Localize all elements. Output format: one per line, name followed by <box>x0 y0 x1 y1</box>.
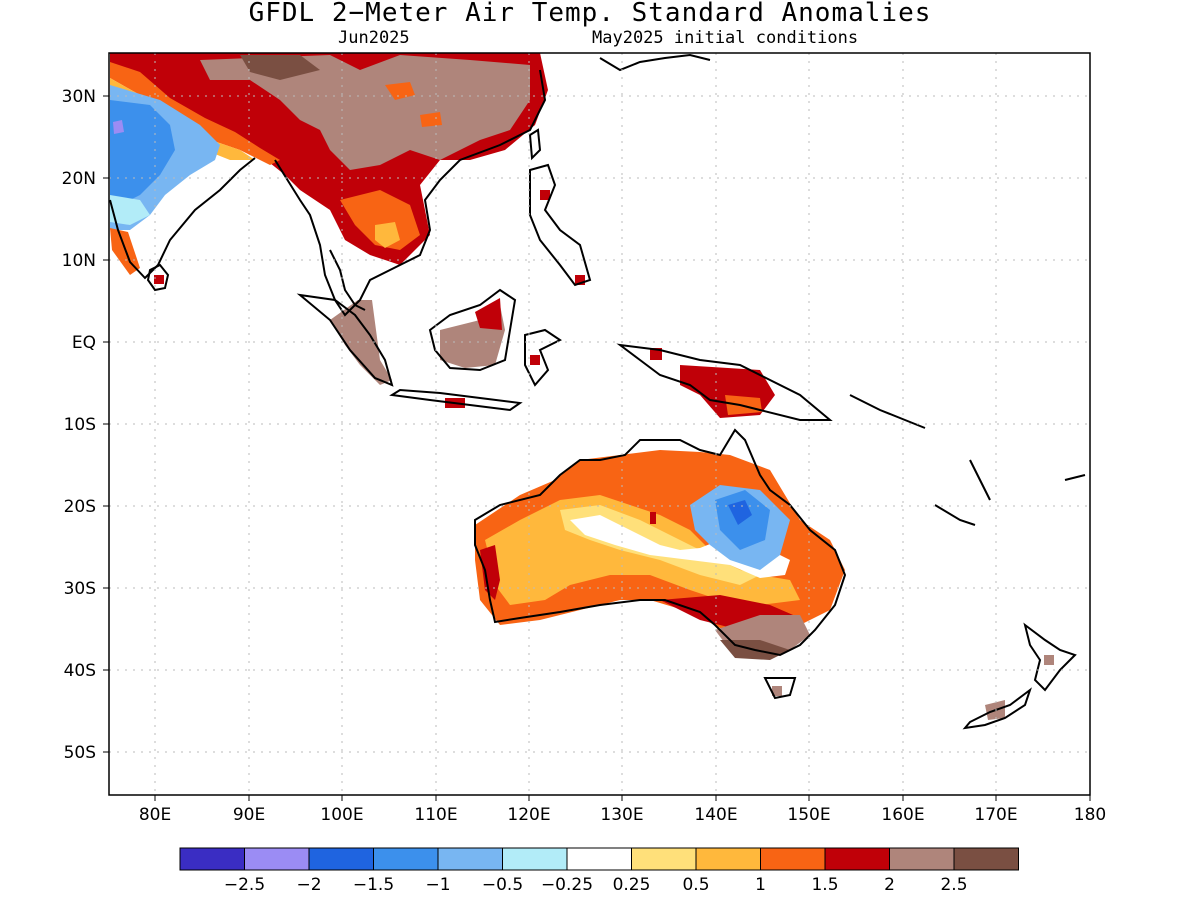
colorbar-label: 0.5 <box>682 875 709 895</box>
australia-north-red <box>650 512 656 524</box>
nz-brown2 <box>1044 655 1054 665</box>
taiwan-coastline <box>528 128 542 161</box>
asia-orange-spot2 <box>420 112 442 127</box>
lon-tick-label: 170E <box>974 805 1017 825</box>
asia-dark-brown <box>240 55 320 80</box>
sumatra-coastline <box>296 293 394 387</box>
japan-coastline <box>599 53 711 72</box>
colorbar-swatch <box>179 847 245 871</box>
colorbar-swatch <box>953 847 1019 871</box>
colorbar-label: −1 <box>425 875 450 895</box>
new-caledonia <box>934 504 976 526</box>
colorbar-swatch <box>566 847 632 871</box>
lon-tick-label: 120E <box>507 805 550 825</box>
lat-tick-label: 10S <box>64 415 96 435</box>
lat-tick-label: 20N <box>62 169 96 189</box>
tasmania-brown <box>772 686 782 696</box>
borneo-coastline <box>428 288 517 372</box>
tasmania-coastline <box>763 677 797 700</box>
colorbar-swatch <box>502 847 568 871</box>
colorbar-label: −1.5 <box>353 875 394 895</box>
colorbar-label: −0.25 <box>541 875 593 895</box>
colorbar-swatch <box>631 847 697 871</box>
lon-tick-label: 80E <box>139 805 171 825</box>
colorbar-label: −2.5 <box>224 875 265 895</box>
india-purple-spot <box>113 120 124 134</box>
java-coastline <box>389 388 523 412</box>
map-grid <box>109 53 1090 795</box>
himalaya-yellow-band <box>110 78 255 160</box>
srilanka-coastline <box>146 263 170 292</box>
init-conditions-label: May2025 initial conditions <box>592 28 859 48</box>
india-light-cyan <box>110 195 150 225</box>
colorbar-swatch <box>244 847 310 871</box>
fiji-islands <box>1064 474 1086 481</box>
solomon-islands <box>849 394 926 429</box>
lon-tick-label: 110E <box>414 805 457 825</box>
colorbar-swatch <box>889 847 955 871</box>
colorbar-label: −2 <box>296 875 321 895</box>
tick-marks <box>103 95 1091 801</box>
borneo-red <box>475 298 502 330</box>
colorbar-swatch <box>824 847 890 871</box>
sumatra-brown <box>330 300 392 385</box>
lon-tick-label: 100E <box>320 805 363 825</box>
lon-tick-label: 150E <box>787 805 830 825</box>
lat-tick-label: 30N <box>62 87 96 107</box>
sulawesi-red <box>530 355 540 365</box>
vanuatu-islands <box>969 459 991 501</box>
lon-tick-labels: 80E 90E 100E 110E 120E 130E 140E 150E 16… <box>139 805 1106 825</box>
china-brown-region <box>200 55 530 170</box>
colorbar-label: 1 <box>755 875 766 895</box>
asia-orange-spot <box>385 82 415 100</box>
colorbar: −2.5 −2 −1.5 −1 −0.5 −0.25 0.25 0.5 1 1.5 2 2.5 <box>179 847 1019 895</box>
nz-south-coastline <box>962 687 1032 730</box>
colorbar-label: 2 <box>884 875 895 895</box>
indochina-yellow <box>375 222 400 248</box>
himalaya-orange-band <box>110 62 280 165</box>
lat-tick-labels: 30N 20N 10N EQ 10S 20S 30S 40S 50S <box>62 87 96 763</box>
new-guinea-coastline <box>616 343 833 421</box>
india-blue-core <box>110 100 175 205</box>
lon-tick-label: 90E <box>233 805 265 825</box>
australia-coastline <box>474 428 847 657</box>
lat-tick-label: 40S <box>64 661 96 681</box>
colorbar-swatch <box>373 847 439 871</box>
lat-tick-label: 30S <box>64 579 96 599</box>
australia-west-red <box>480 545 500 600</box>
lat-tick-label: 20S <box>64 497 96 517</box>
australia-white <box>570 515 790 578</box>
colorbar-swatch <box>695 847 761 871</box>
lon-tick-label: 130E <box>600 805 643 825</box>
valid-month-label: Jun2025 <box>338 28 410 48</box>
nz-north-coastline <box>1023 622 1077 692</box>
anomaly-shading <box>110 53 1054 720</box>
lat-tick-label: 50S <box>64 743 96 763</box>
srilanka-warm <box>154 275 164 284</box>
colorbar-swatch <box>760 847 826 871</box>
sulawesi-coastline <box>524 328 562 387</box>
lon-tick-label: 140E <box>694 805 737 825</box>
newguinea-red2 <box>650 348 662 360</box>
lat-tick-label: EQ <box>72 333 96 353</box>
coastlines <box>109 53 1086 730</box>
malay-peninsula <box>329 249 366 311</box>
colorbar-label: 2.5 <box>940 875 967 895</box>
colorbar-label: −0.5 <box>482 875 523 895</box>
philippines-coastline <box>529 163 592 287</box>
colorbar-label: 1.5 <box>811 875 838 895</box>
india-coastline <box>109 157 256 280</box>
colorbar-swatch <box>437 847 503 871</box>
lon-tick-label: 160E <box>881 805 924 825</box>
philippines-red <box>540 190 550 200</box>
map-title: GFDL 2−Meter Air Temp. Standard Anomalie… <box>248 0 932 28</box>
indochina-coastline <box>274 69 547 317</box>
lon-tick-label: 180 <box>1074 805 1106 825</box>
colorbar-label: 0.25 <box>613 875 651 895</box>
indochina-orange <box>340 190 420 250</box>
lat-tick-label: 10N <box>62 251 96 271</box>
colorbar-swatch <box>308 847 374 871</box>
